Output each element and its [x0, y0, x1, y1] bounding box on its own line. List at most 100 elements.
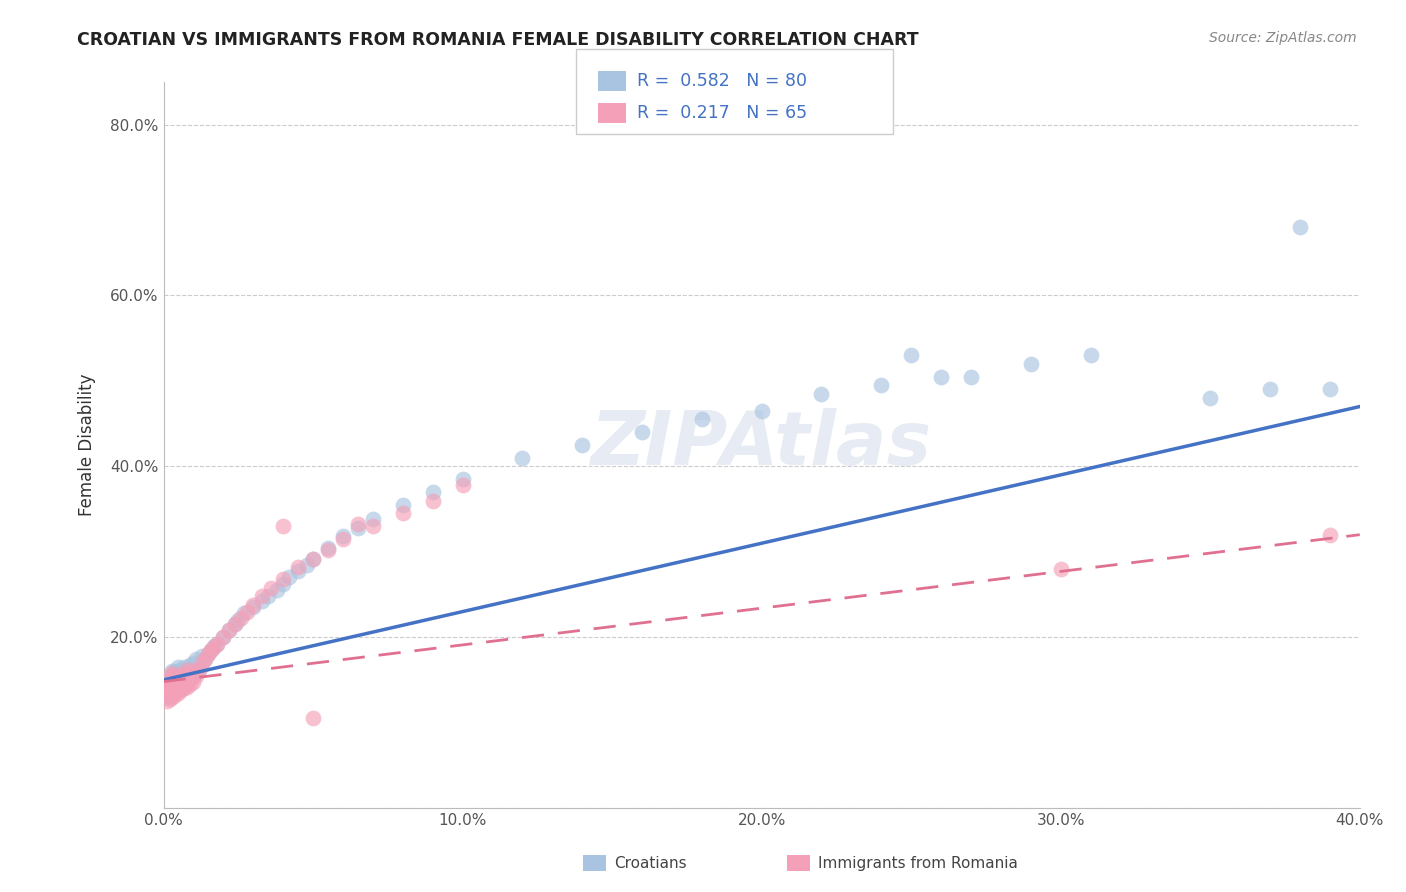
Point [391, 498, 413, 512]
Point [1258, 383, 1281, 397]
Point [165, 674, 187, 689]
Point [170, 677, 193, 691]
Point [212, 630, 235, 644]
Point [194, 651, 217, 665]
Point [165, 688, 187, 702]
Point [170, 670, 193, 684]
Point [266, 583, 288, 598]
Point [250, 589, 273, 603]
Point [162, 673, 184, 687]
Point [183, 674, 205, 689]
Point [162, 677, 184, 691]
Point [167, 683, 190, 698]
Point [207, 637, 229, 651]
Point [183, 663, 205, 677]
Point [271, 572, 294, 586]
Point [162, 679, 184, 693]
Point [929, 369, 952, 384]
Point [167, 686, 190, 700]
Point [173, 668, 195, 682]
Point [159, 686, 181, 700]
Text: R =  0.217   N = 65: R = 0.217 N = 65 [637, 104, 807, 122]
Point [1199, 391, 1222, 405]
Point [287, 560, 309, 574]
Point [287, 564, 309, 578]
Point [1049, 562, 1071, 576]
Point [218, 624, 240, 638]
Point [302, 551, 325, 566]
Text: Immigrants from Romania: Immigrants from Romania [818, 856, 1018, 871]
Point [197, 648, 219, 662]
Point [571, 438, 593, 452]
Point [422, 493, 444, 508]
Point [167, 677, 190, 691]
Point [212, 630, 235, 644]
Point [165, 665, 187, 679]
Point [167, 674, 190, 689]
Point [167, 660, 190, 674]
Point [155, 688, 177, 702]
Point [242, 600, 264, 615]
Point [332, 529, 354, 543]
Point [236, 605, 259, 619]
Point [332, 532, 354, 546]
Point [218, 624, 240, 638]
Point [176, 663, 198, 677]
Point [162, 668, 184, 682]
Point [197, 648, 219, 662]
Point [179, 677, 201, 691]
Point [183, 656, 205, 670]
Point [257, 589, 280, 603]
Point [179, 668, 201, 682]
Point [183, 668, 205, 682]
Point [1080, 348, 1102, 362]
Point [231, 611, 253, 625]
Point [159, 681, 181, 696]
Point [179, 657, 201, 672]
Point [191, 656, 214, 670]
Point [316, 541, 339, 555]
Point [186, 666, 208, 681]
Text: Source: ZipAtlas.com: Source: ZipAtlas.com [1209, 31, 1357, 45]
Point [260, 581, 283, 595]
Point [162, 690, 184, 704]
Point [159, 681, 181, 696]
Point [870, 378, 893, 392]
Point [159, 671, 181, 685]
Point [224, 617, 246, 632]
Point [302, 711, 325, 725]
Text: CROATIAN VS IMMIGRANTS FROM ROMANIA FEMALE DISABILITY CORRELATION CHART: CROATIAN VS IMMIGRANTS FROM ROMANIA FEMA… [77, 31, 920, 49]
Text: R =  0.582   N = 80: R = 0.582 N = 80 [637, 72, 807, 90]
Point [173, 681, 195, 696]
Point [690, 412, 713, 426]
Point [173, 677, 195, 691]
Point [316, 543, 339, 558]
Point [233, 607, 256, 621]
Point [162, 665, 184, 679]
Point [170, 671, 193, 685]
Point [810, 386, 832, 401]
Point [1319, 383, 1341, 397]
Point [512, 450, 534, 465]
Point [188, 663, 211, 677]
Point [162, 674, 184, 689]
Point [176, 680, 198, 694]
Point [900, 348, 922, 362]
Point [155, 681, 177, 696]
Point [242, 598, 264, 612]
Point [361, 519, 384, 533]
Point [167, 681, 190, 696]
Point [165, 677, 187, 691]
Point [751, 404, 773, 418]
Point [159, 686, 181, 700]
Point [159, 674, 181, 689]
Point [170, 663, 193, 677]
Point [391, 506, 413, 520]
Point [451, 478, 474, 492]
Point [271, 577, 294, 591]
Point [162, 666, 184, 681]
Point [155, 677, 177, 691]
Point [295, 558, 318, 572]
Point [165, 670, 187, 684]
Point [347, 521, 370, 535]
